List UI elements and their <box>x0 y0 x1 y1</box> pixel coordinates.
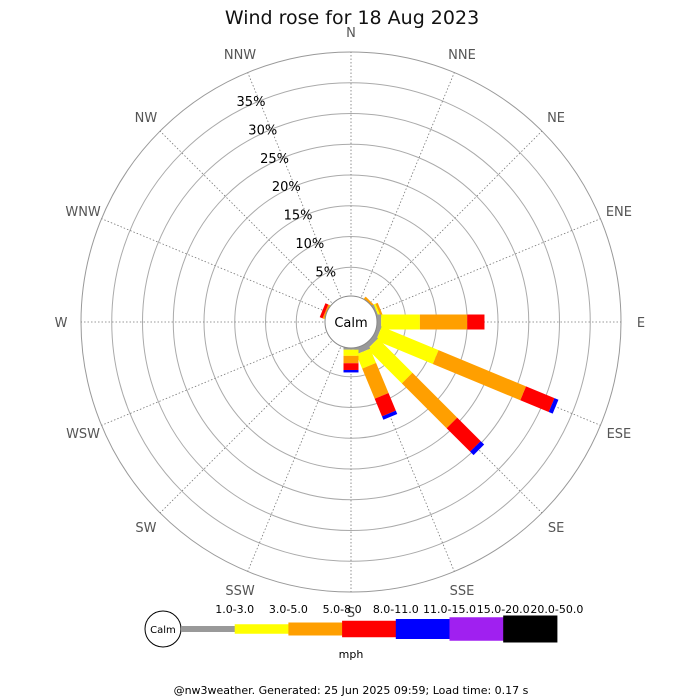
chart-title: Wind rose for 18 Aug 2023 <box>225 7 479 29</box>
ring-5 <box>172 143 530 501</box>
spoke-nw <box>159 130 335 306</box>
spoke-wnw <box>101 218 329 314</box>
direction-label-sw: SW <box>135 521 156 536</box>
direction-labels: N NNE NE ENE E ESE SE SSE S SSW SW WSW W WNW NW NNW <box>55 26 646 621</box>
ring-label-1: 5% <box>315 265 336 280</box>
direction-label-wnw: WNW <box>65 205 101 220</box>
ring-label-7: 35% <box>237 95 266 110</box>
direction-label-nnw: NNW <box>224 48 256 63</box>
direction-label-sse: SSE <box>450 584 475 599</box>
spoke-nne <box>359 72 455 300</box>
direction-label-ssw: SSW <box>225 584 255 599</box>
ring-label-3: 15% <box>284 209 313 224</box>
bar-s-3.0-5.0 <box>343 349 359 356</box>
direction-label-se: SE <box>548 521 564 536</box>
ring-label-2: 10% <box>295 237 324 252</box>
bar-se-3.0-5.0 <box>367 338 413 384</box>
direction-label-s: S <box>347 606 355 621</box>
legend-label-15.0-20.0: 15.0-20.0 <box>477 603 530 616</box>
spoke-nnw <box>247 72 343 300</box>
legend-label-20.0-50.0: 20.0-50.0 <box>530 603 583 616</box>
bar-ene-5.0-8.0 <box>375 302 384 318</box>
legend-label-11.0-15.0: 11.0-15.0 <box>423 603 476 616</box>
legend-swatch-20.0-50.0 <box>503 615 558 643</box>
bar-sse-8.0-11.0 <box>374 393 396 417</box>
direction-label-wsw: WSW <box>66 427 100 442</box>
calm-circle: Calm <box>324 295 378 349</box>
direction-label-ese: ESE <box>607 427 632 442</box>
bar-s-5.0-8.0 <box>343 355 359 364</box>
spoke-ssw <box>247 344 343 572</box>
legend-units: mph <box>339 648 364 661</box>
bar-ese-11.0-15.0 <box>548 398 559 414</box>
direction-label-e: E <box>637 316 645 331</box>
bar-wnw-8.0-11.0 <box>319 303 329 319</box>
legend-swatch-5.0-8.0 <box>288 622 343 636</box>
spoke-ene <box>373 218 601 314</box>
bar-se-5.0-8.0 <box>401 372 458 429</box>
ring-6 <box>142 113 560 531</box>
legend-swatch-11.0-15.0 <box>395 619 450 639</box>
ring-label-5: 25% <box>260 152 289 167</box>
ring-7 <box>111 82 591 562</box>
legend-swatch-1.0-3.0 <box>181 626 236 632</box>
direction-label-w: W <box>55 316 68 331</box>
bar-wnw-5.0-8.0 <box>322 304 330 320</box>
bar-ese-8.0-11.0 <box>520 386 555 413</box>
direction-spokes <box>81 52 621 592</box>
bar-ese-5.0-8.0 <box>432 350 527 401</box>
footer-text: @nw3weather. Generated: 25 Jun 2025 09:5… <box>174 684 529 697</box>
direction-label-nw: NW <box>135 111 158 126</box>
ring-label-4: 20% <box>272 180 301 195</box>
bar-se-8.0-11.0 <box>446 417 481 452</box>
bar-s-11.0-15.0 <box>343 369 359 373</box>
wind-bars <box>319 296 559 456</box>
legend-label-5.0-8.0: 5.0-8.0 <box>323 603 362 616</box>
bar-e-5.0-8.0 <box>419 314 468 330</box>
spoke-wsw <box>101 330 329 426</box>
bar-sse-3.0-5.0 <box>356 348 377 369</box>
ring-label-6: 30% <box>248 123 277 138</box>
spoke-sse <box>359 344 455 572</box>
bar-sse-11.0-15.0 <box>381 410 398 420</box>
ring-labels: 5% 10% 15% 20% 25% 30% 35% <box>237 95 337 280</box>
legend-swatch-3.0-5.0 <box>234 624 289 634</box>
legend-label-3.0-5.0: 3.0-5.0 <box>269 603 308 616</box>
bar-e-8.0-11.0 <box>467 314 485 330</box>
bar-sse-5.0-8.0 <box>362 362 389 399</box>
bar-ese-3.0-5.0 <box>375 326 439 365</box>
legend: Calm 1.0-3.0 3.0-5.0 5.0-8.0 8.0-11.0 11.0-15… <box>144 603 583 648</box>
spoke-sw <box>159 338 335 514</box>
bar-s-8.0-11.0 <box>343 363 359 370</box>
direction-label-n: N <box>346 26 356 41</box>
calm-label: Calm <box>334 316 367 331</box>
bar-se-11.0-15.0 <box>470 441 485 456</box>
legend-label-8.0-11.0: 8.0-11.0 <box>373 603 419 616</box>
bar-e-3.0-5.0 <box>381 314 420 330</box>
direction-label-nne: NNE <box>448 48 476 63</box>
direction-label-ne: NE <box>547 111 565 126</box>
legend-swatch-8.0-11.0 <box>342 620 397 638</box>
calm-circle-shape <box>324 295 378 349</box>
legend-label-1.0-3.0: 1.0-3.0 <box>215 603 254 616</box>
spoke-ne <box>367 130 543 306</box>
direction-label-ene: ENE <box>606 205 632 220</box>
legend-swatch-15.0-20.0 <box>449 617 504 641</box>
legend-calm-label: Calm <box>150 625 176 636</box>
